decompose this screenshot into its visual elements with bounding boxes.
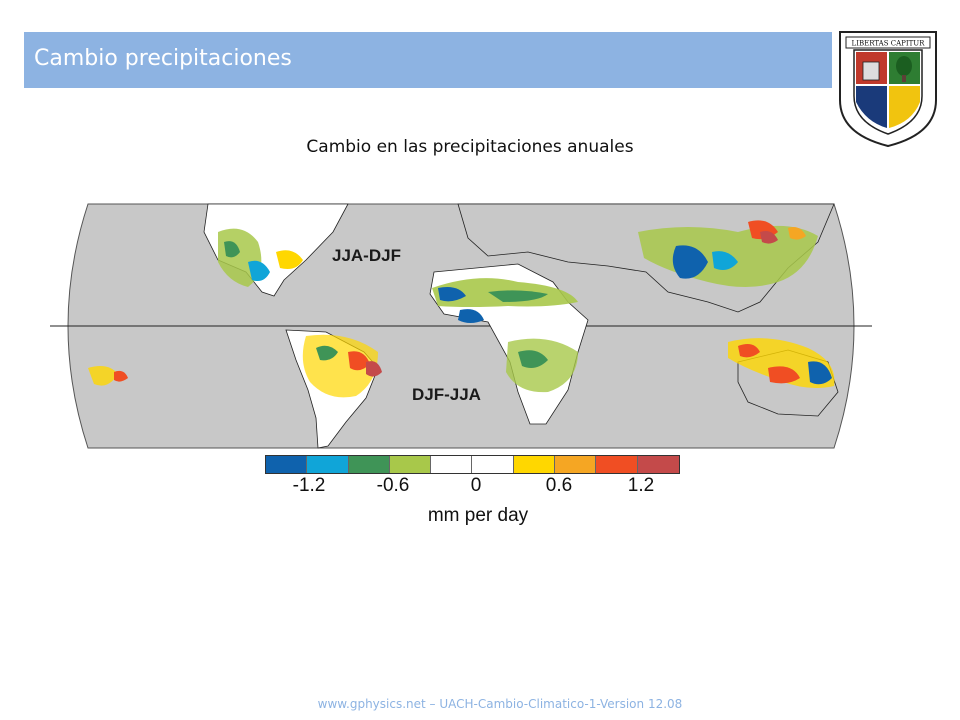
legend-tick: -1.2 <box>292 475 326 496</box>
legend-tick: -0.6 <box>376 475 410 496</box>
legend-tick: 0 <box>470 475 482 496</box>
university-crest-logo: LIBERTAS CAPITUR <box>839 31 937 148</box>
legend-swatch <box>348 456 390 473</box>
crest-motto: LIBERTAS CAPITUR <box>852 40 926 48</box>
title-bar: Cambio precipitaciones <box>24 32 832 88</box>
legend-tick: 1.2 <box>627 475 655 496</box>
legend-swatch <box>555 456 597 473</box>
footer-text: www.gphysics.net – UACH-Cambio-Climatico… <box>317 697 683 711</box>
legend-tick: 0.6 <box>545 475 573 496</box>
precip-patches <box>88 220 835 398</box>
world-map <box>50 203 872 449</box>
legend-swatch <box>472 456 514 473</box>
legend-swatch <box>596 456 638 473</box>
legend-swatch <box>266 456 308 473</box>
land-north-america <box>203 203 349 297</box>
color-legend <box>265 455 680 474</box>
label-jja-djf: JJA-DJF <box>332 246 401 265</box>
label-djf-jja: DJF-JJA <box>412 385 481 404</box>
precipitation-map: JJA-DJF DJF-JJA <box>48 202 874 450</box>
legend-unit: mm per day <box>427 505 529 526</box>
legend-swatch <box>431 456 473 473</box>
legend-swatch <box>389 456 432 473</box>
legend-swatch <box>307 456 349 473</box>
legend-swatch <box>637 456 679 473</box>
figure-title: Cambio en las precipitaciones anuales <box>306 137 634 157</box>
legend-swatch <box>513 456 556 473</box>
slide-title: Cambio precipitaciones <box>34 46 292 71</box>
